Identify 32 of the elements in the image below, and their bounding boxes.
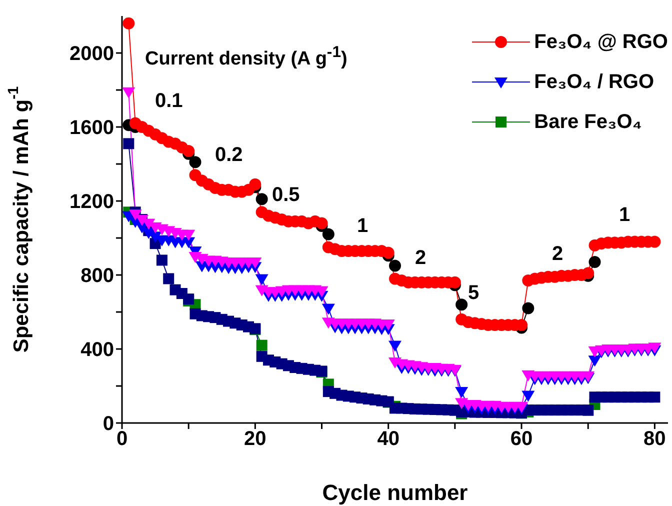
x-tick-label: 80 <box>644 428 666 450</box>
x-axis-title: Cycle number <box>322 480 468 505</box>
x-tick-label: 0 <box>116 428 128 450</box>
annotation: 1 <box>619 204 630 227</box>
legend-label: Bare Fe₃O₄ <box>534 110 642 134</box>
annotation: Current density (A g$^{-1}$) <box>145 44 348 70</box>
y-tick-label: 0 <box>102 413 114 436</box>
point <box>456 298 468 311</box>
y-tick-label: 2000 <box>70 43 114 66</box>
x-tick-label: 20 <box>244 428 266 450</box>
point <box>588 256 601 268</box>
point <box>389 260 401 272</box>
annotation: 0.2 <box>215 144 243 167</box>
x-tick-label: 60 <box>510 428 533 450</box>
annotation: 5 <box>468 282 480 305</box>
legend-label: Fe₃O₄ / RGO <box>534 70 654 94</box>
y-tick-label: 400 <box>80 339 114 362</box>
point <box>522 302 534 314</box>
point <box>256 193 268 206</box>
annotation: 0.5 <box>272 184 300 207</box>
y-tick-label: 800 <box>80 265 114 288</box>
y-tick-label: 1200 <box>70 191 114 214</box>
legend-label: Fe₃O₄ @ RGO <box>534 30 668 54</box>
point <box>256 340 268 351</box>
annotation: 1 <box>357 215 368 238</box>
point <box>189 156 202 168</box>
x-tick-label: 40 <box>377 428 400 450</box>
y-tick-label: 1600 <box>70 117 114 140</box>
annotation: 2 <box>552 243 564 266</box>
point <box>322 228 334 240</box>
annotation: 0.1 <box>155 90 183 113</box>
annotation: 2 <box>415 247 426 270</box>
